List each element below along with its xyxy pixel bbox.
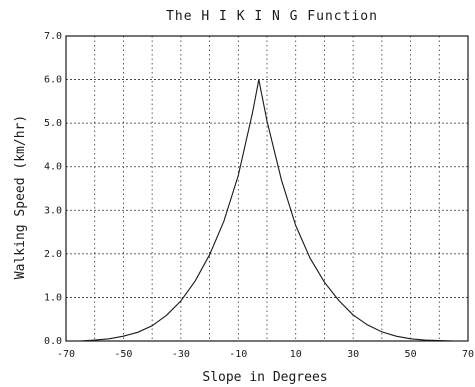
y-tick-label: 3.0	[44, 205, 62, 216]
y-tick-label: 6.0	[44, 75, 62, 86]
x-tick-label: 10	[290, 349, 302, 360]
plot-frame	[65, 35, 469, 342]
x-tick-label: -70	[57, 349, 75, 360]
series-line	[66, 79, 468, 342]
x-tick-label: 50	[405, 349, 417, 360]
x-tick-label: -30	[172, 349, 190, 360]
y-tick-label: 5.0	[44, 118, 62, 129]
y-axis-label: Walking Speed (km/hr)	[13, 115, 28, 279]
grid-lines	[66, 35, 468, 341]
y-tick-label: 4.0	[44, 162, 62, 173]
x-axis-label: Slope in Degrees	[202, 370, 327, 385]
y-tick-label: 7.0	[44, 31, 62, 42]
y-tick-label: 2.0	[44, 249, 62, 260]
x-tick-label: -50	[114, 349, 132, 360]
x-tick-label: 70	[462, 349, 474, 360]
x-tick-label: -10	[229, 349, 247, 360]
y-tick-label: 1.0	[44, 292, 62, 303]
chart-title: The H I K I N G Function	[166, 9, 378, 24]
x-tick-label: 30	[347, 349, 359, 360]
axis-ticks: -70 -50 -30 -10 10 30 50 70 0.0 1.0 2.0 3.0 4.0 5.0 6.…	[44, 31, 474, 360]
y-tick-label: 0.0	[44, 336, 62, 347]
